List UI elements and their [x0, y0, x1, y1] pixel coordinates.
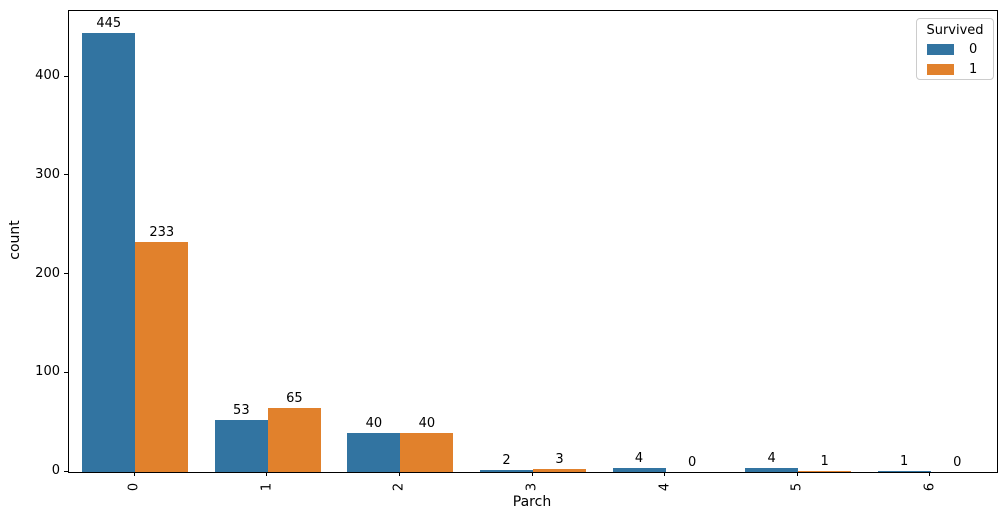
bar — [533, 469, 587, 472]
x-tick-mark — [398, 472, 400, 476]
x-tick-label: 0 — [126, 482, 142, 492]
bar — [745, 468, 799, 472]
legend-title: Survived — [926, 23, 984, 38]
bar-value-label: 0 — [953, 455, 962, 470]
x-tick-mark — [133, 472, 135, 476]
x-tick-mark — [664, 472, 666, 476]
bar-value-label: 0 — [687, 455, 697, 470]
plot-area: 445 233 53 65 40 40 2 3 4 0 4 1 1 0 — [68, 10, 998, 473]
legend-entry-label: 0 — [969, 41, 978, 57]
legend-swatch — [927, 63, 954, 75]
x-tick-mark — [531, 472, 533, 476]
bar-value-label: 65 — [286, 390, 303, 406]
x-tick-label: 6 — [922, 482, 938, 492]
bar-value-label: 3 — [555, 452, 564, 468]
legend-entry: 1 — [927, 59, 987, 79]
bar — [612, 468, 666, 472]
y-tick-mark — [64, 470, 68, 472]
legend-entry-label: 1 — [969, 61, 978, 77]
y-tick-label: 0 — [51, 463, 60, 478]
bar-value-label: 1 — [820, 454, 829, 470]
bar — [877, 471, 931, 472]
x-tick-label: 4 — [657, 482, 673, 492]
bar-value-label: 53 — [233, 402, 250, 418]
y-tick-label: 400 — [35, 68, 60, 84]
bar-value-label: 40 — [365, 415, 383, 431]
x-axis-label: Parch — [512, 494, 552, 510]
y-tick-mark — [64, 75, 68, 77]
bar-value-label: 2 — [502, 453, 511, 469]
bar — [214, 419, 268, 472]
bar-value-label: 4 — [634, 451, 644, 467]
legend-swatch — [927, 43, 954, 55]
bar-value-label: 40 — [418, 415, 436, 431]
x-tick-label: 2 — [391, 482, 407, 492]
bar-value-label: 445 — [96, 15, 122, 31]
bar-value-label: 1 — [900, 454, 909, 470]
bar — [82, 32, 136, 472]
y-axis-label: count — [7, 220, 23, 260]
bar — [479, 470, 533, 472]
bar-value-label: 233 — [149, 225, 175, 240]
y-tick-label: 200 — [35, 265, 60, 281]
x-tick-label: 1 — [259, 482, 275, 492]
x-tick-mark — [929, 472, 931, 476]
bar-value-label: 4 — [767, 451, 776, 467]
y-tick-label: 100 — [35, 364, 60, 380]
y-tick-mark — [64, 174, 68, 176]
y-tick-label: 300 — [35, 166, 60, 182]
x-tick-mark — [266, 472, 268, 476]
x-tick-mark — [796, 472, 798, 476]
bar — [135, 242, 189, 472]
x-tick-label: 5 — [789, 482, 805, 492]
bar — [798, 471, 852, 472]
x-tick-label: 3 — [524, 482, 540, 492]
y-tick-mark — [64, 371, 68, 373]
bar — [267, 407, 321, 472]
y-tick-mark — [64, 273, 68, 275]
legend-entry: 0 — [927, 39, 987, 59]
bar — [400, 432, 454, 472]
bar — [347, 432, 401, 472]
